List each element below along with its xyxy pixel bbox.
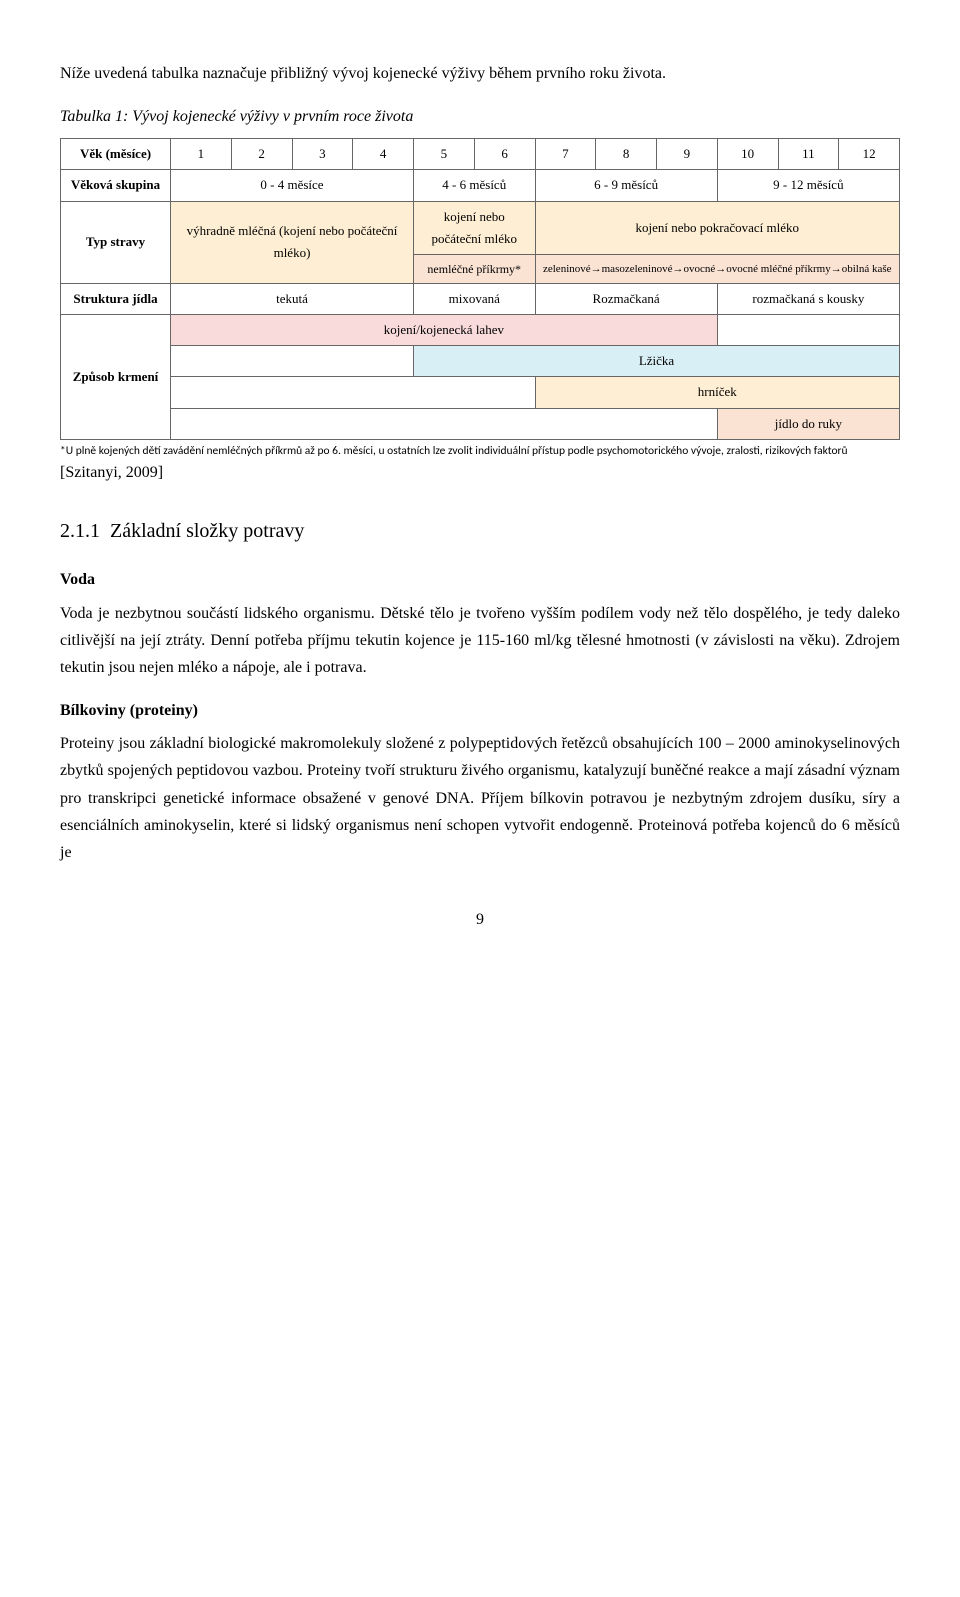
table-row: Věk (měsíce) 1 2 3 4 5 6 7 8 9 10 11 12 (61, 139, 900, 170)
table-row: Věková skupina 0 - 4 měsíce 4 - 6 měsíců… (61, 170, 900, 201)
type-progression: zeleninové→masozeleninové→ovocné→ovocné … (535, 254, 900, 283)
table-row: hrníček (61, 377, 900, 408)
section-title: Základní složky potravy (110, 520, 304, 542)
subheading-proteins: Bílkoviny (proteiny) (60, 697, 900, 724)
row-header-structure: Struktura jídla (61, 284, 171, 315)
month-cell: 4 (353, 139, 414, 170)
type-followon-milk: kojení nebo pokračovací mléko (535, 201, 900, 254)
structure-cell: tekutá (171, 284, 414, 315)
month-cell: 3 (292, 139, 353, 170)
voda-paragraph: Voda je nezbytnou součástí lidského orga… (60, 600, 900, 682)
citation: [Szitanyi, 2009] (60, 459, 900, 486)
age-group-cell: 0 - 4 měsíce (171, 170, 414, 201)
table-row: Struktura jídla tekutá mixovaná Rozmačka… (61, 284, 900, 315)
intro-paragraph: Níže uvedená tabulka naznačuje přibližný… (60, 60, 900, 87)
feeding-cup: hrníček (535, 377, 900, 408)
structure-cell: rozmačkaná s kousky (717, 284, 899, 315)
table-row: Způsob krmení kojení/kojenecká lahev (61, 315, 900, 346)
type-exclusive-milk: výhradně mléčná (kojení nebo počáteční m… (171, 201, 414, 284)
month-cell: 8 (596, 139, 657, 170)
feeding-empty (171, 346, 414, 377)
proteins-paragraph: Proteiny jsou základní biologické makrom… (60, 730, 900, 866)
section-number: 2.1.1 (60, 520, 100, 542)
month-cell: 6 (474, 139, 535, 170)
row-header-agegroup: Věková skupina (61, 170, 171, 201)
feeding-empty (717, 315, 899, 346)
feeding-bottle: kojení/kojenecká lahev (171, 315, 718, 346)
subheading-voda: Voda (60, 566, 900, 593)
month-cell: 1 (171, 139, 232, 170)
row-header-age: Věk (měsíce) (61, 139, 171, 170)
feeding-hand: jídlo do ruky (717, 408, 899, 439)
age-group-cell: 6 - 9 měsíců (535, 170, 717, 201)
month-cell: 12 (839, 139, 900, 170)
feeding-spoon: Lžička (414, 346, 900, 377)
month-cell: 5 (414, 139, 475, 170)
table-row: jídlo do ruky (61, 408, 900, 439)
type-nondairy-supplements: nemléčné příkrmy* (414, 254, 536, 283)
nutrition-table: Věk (měsíce) 1 2 3 4 5 6 7 8 9 10 11 12 … (60, 138, 900, 439)
type-initial-milk: kojení nebo počáteční mléko (414, 201, 536, 254)
age-group-cell: 9 - 12 měsíců (717, 170, 899, 201)
feeding-empty (171, 408, 718, 439)
row-header-type: Typ stravy (61, 201, 171, 284)
structure-cell: mixovaná (414, 284, 536, 315)
section-heading: 2.1.1 Základní složky potravy (60, 514, 900, 548)
month-cell: 11 (778, 139, 839, 170)
month-cell: 9 (657, 139, 718, 170)
table-caption: Tabulka 1: Vývoj kojenecké výživy v prvn… (60, 103, 900, 130)
age-group-cell: 4 - 6 měsíců (414, 170, 536, 201)
month-cell: 7 (535, 139, 596, 170)
table-footnote: *U plně kojených dětí zavádění nemléčnýc… (60, 444, 900, 460)
month-cell: 2 (231, 139, 292, 170)
feeding-empty (171, 377, 536, 408)
page-number: 9 (60, 906, 900, 933)
structure-cell: Rozmačkaná (535, 284, 717, 315)
row-header-feeding: Způsob krmení (61, 315, 171, 439)
table-row: Typ stravy výhradně mléčná (kojení nebo … (61, 201, 900, 254)
page: Níže uvedená tabulka naznačuje přibližný… (0, 0, 960, 973)
month-cell: 10 (717, 139, 778, 170)
table-row: Lžička (61, 346, 900, 377)
